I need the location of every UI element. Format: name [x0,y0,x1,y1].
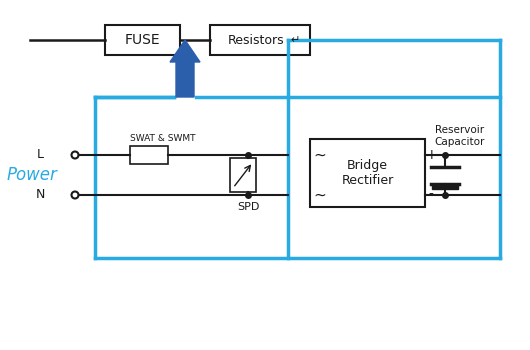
Bar [130,146,168,164]
Text: ↵: ↵ [290,35,299,45]
Text: +: + [425,148,437,162]
Text: L: L [37,148,43,161]
Text: Resistors: Resistors [228,34,284,47]
Bar [105,25,180,55]
Text: -: - [429,188,434,202]
Bar [310,139,425,207]
Text: Reservoir: Reservoir [436,125,484,135]
Text: N: N [36,189,45,202]
Bar [432,184,458,189]
Text: SWAT & SWMT: SWAT & SWMT [130,134,196,143]
Text: Bridge: Bridge [347,160,388,173]
Text: ~: ~ [314,188,326,203]
Text: Power: Power [6,166,57,184]
Text: ~: ~ [314,147,326,162]
Text: SPD: SPD [237,202,259,212]
Text: FUSE: FUSE [125,33,160,47]
Text: Rectifier: Rectifier [341,174,394,187]
Text: Capacitor: Capacitor [435,137,485,147]
FancyArrow shape [170,40,200,97]
Bar [230,158,256,192]
Bar [210,25,310,55]
